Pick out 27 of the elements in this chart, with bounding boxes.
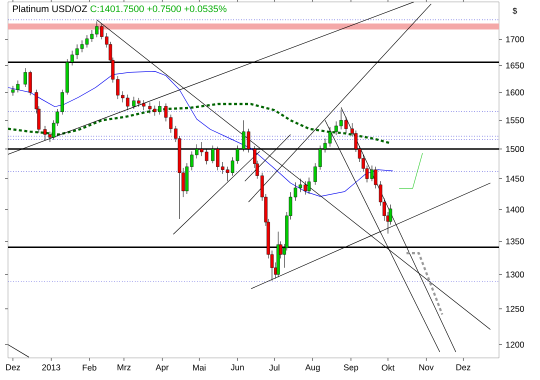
y-tick-label: 1650 <box>506 62 524 68</box>
x-tick-label: Aug <box>305 364 320 372</box>
y-tick-label: 1250 <box>506 306 524 312</box>
x-tick-label: Jul <box>269 364 280 371</box>
y-tick-label: 1500 <box>506 146 524 152</box>
x-tick-label: Dez <box>456 364 470 370</box>
x-tick-label: Mai <box>193 364 206 371</box>
y-tick-label: 1600 <box>506 89 524 96</box>
y-tick-label: 1350 <box>506 238 524 244</box>
y-tick-label: 1550 <box>506 117 524 124</box>
x-tick-label: Nov <box>419 364 434 370</box>
y-axis-title: $ <box>512 7 518 14</box>
x-tick-label: Jun <box>230 364 244 370</box>
y-tick-label: 1700 <box>506 36 524 42</box>
x-tick-label: Dez <box>6 364 20 370</box>
y-tick-label: 1200 <box>506 342 524 348</box>
y-tick-label: 1400 <box>506 206 524 212</box>
chart-subtitle: C:1401.7500 +0.7500 +0.0535% <box>90 5 226 12</box>
x-tick-label: Okt <box>382 364 395 371</box>
x-tick-label: Sep <box>344 364 358 372</box>
y-tick-label: 1450 <box>506 176 524 182</box>
x-tick-label: Mrz <box>118 364 131 370</box>
x-tick-label: 2013 <box>42 364 60 370</box>
chart-title: Platinum USD/OZ <box>12 5 88 12</box>
x-tick-label: Apr <box>156 364 169 372</box>
y-tick-label: 1300 <box>506 271 524 278</box>
x-tick-label: Feb <box>82 364 96 371</box>
